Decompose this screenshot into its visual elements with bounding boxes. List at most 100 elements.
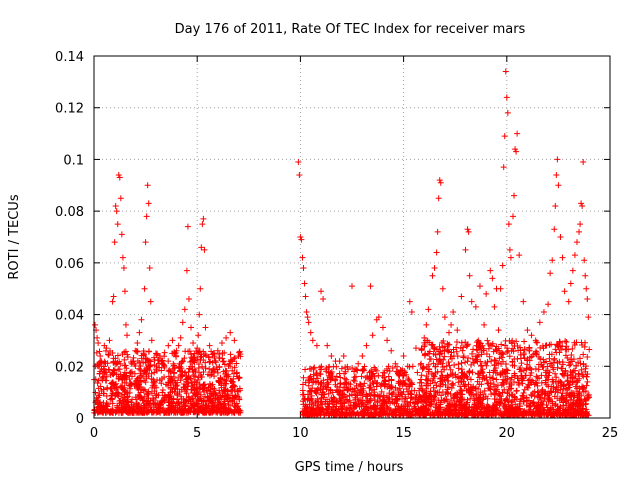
data-point (424, 337, 431, 344)
data-point (359, 411, 366, 418)
data-point (388, 347, 395, 354)
data-point (450, 382, 457, 389)
data-point (518, 372, 525, 379)
data-point (112, 408, 119, 415)
data-point (230, 370, 237, 377)
data-point (370, 402, 377, 409)
data-point (309, 385, 316, 392)
data-point (405, 376, 412, 383)
data-point (370, 370, 377, 377)
data-point (572, 408, 579, 415)
data-point (430, 384, 437, 391)
data-point (225, 362, 232, 369)
data-point (528, 353, 535, 360)
data-point (351, 378, 358, 385)
data-points (91, 68, 593, 419)
data-point (302, 401, 309, 408)
data-point (304, 314, 311, 321)
data-point (231, 337, 238, 344)
data-point (458, 293, 465, 300)
data-point (423, 321, 430, 328)
data-point (573, 239, 580, 246)
data-point (205, 402, 212, 409)
data-point (389, 364, 396, 371)
data-point (543, 342, 550, 349)
y-tick-label: 0.1 (63, 153, 84, 168)
data-point (487, 267, 494, 274)
data-point (444, 346, 451, 353)
data-point (222, 367, 229, 374)
data-point (459, 391, 466, 398)
data-point (429, 409, 436, 416)
data-point (413, 391, 420, 398)
data-point (151, 369, 158, 376)
data-point (352, 373, 359, 380)
data-point (441, 406, 448, 413)
data-point (165, 382, 172, 389)
data-point (507, 405, 514, 412)
data-point (335, 388, 342, 395)
data-point (484, 337, 491, 344)
data-point (444, 377, 451, 384)
data-point (473, 396, 480, 403)
data-point (343, 376, 350, 383)
data-point (223, 395, 230, 402)
data-point (489, 375, 496, 382)
data-point (373, 380, 380, 387)
data-point (441, 343, 448, 350)
data-point (520, 398, 527, 405)
data-point (468, 298, 475, 305)
data-point (107, 348, 114, 355)
data-point (101, 369, 108, 376)
data-point (134, 408, 141, 415)
data-point (420, 403, 427, 410)
data-point (100, 386, 107, 393)
data-point (462, 359, 469, 366)
data-point (531, 388, 538, 395)
data-point (325, 364, 332, 371)
data-point (479, 369, 486, 376)
data-point (421, 352, 428, 359)
data-point (476, 381, 483, 388)
data-point (501, 397, 508, 404)
data-point (420, 364, 427, 371)
data-point (219, 355, 226, 362)
data-point (152, 394, 159, 401)
data-point (392, 360, 399, 367)
data-point (429, 272, 436, 279)
data-point (422, 394, 429, 401)
data-point (330, 404, 337, 411)
data-point (199, 221, 206, 228)
data-point (144, 182, 151, 189)
data-point (193, 400, 200, 407)
data-point (158, 358, 165, 365)
data-point (438, 339, 445, 346)
data-point (132, 347, 139, 354)
data-point (211, 386, 218, 393)
data-point (214, 347, 221, 354)
data-point (209, 407, 216, 414)
data-point (583, 373, 590, 380)
data-point (408, 387, 415, 394)
data-point (576, 228, 583, 235)
data-point (148, 370, 155, 377)
data-point (185, 393, 192, 400)
data-point (151, 401, 158, 408)
data-point (493, 360, 500, 367)
data-point (146, 265, 153, 272)
data-point (447, 366, 454, 373)
data-point (205, 353, 212, 360)
data-point (506, 353, 513, 360)
data-point (572, 399, 579, 406)
data-point (212, 359, 219, 366)
data-point (463, 343, 470, 350)
data-point (538, 372, 545, 379)
data-point (98, 358, 105, 365)
data-point (507, 254, 514, 261)
data-point (397, 378, 404, 385)
data-point (495, 398, 502, 405)
data-point (221, 377, 228, 384)
data-point (369, 412, 376, 419)
data-point (408, 394, 415, 401)
data-point (418, 347, 425, 354)
